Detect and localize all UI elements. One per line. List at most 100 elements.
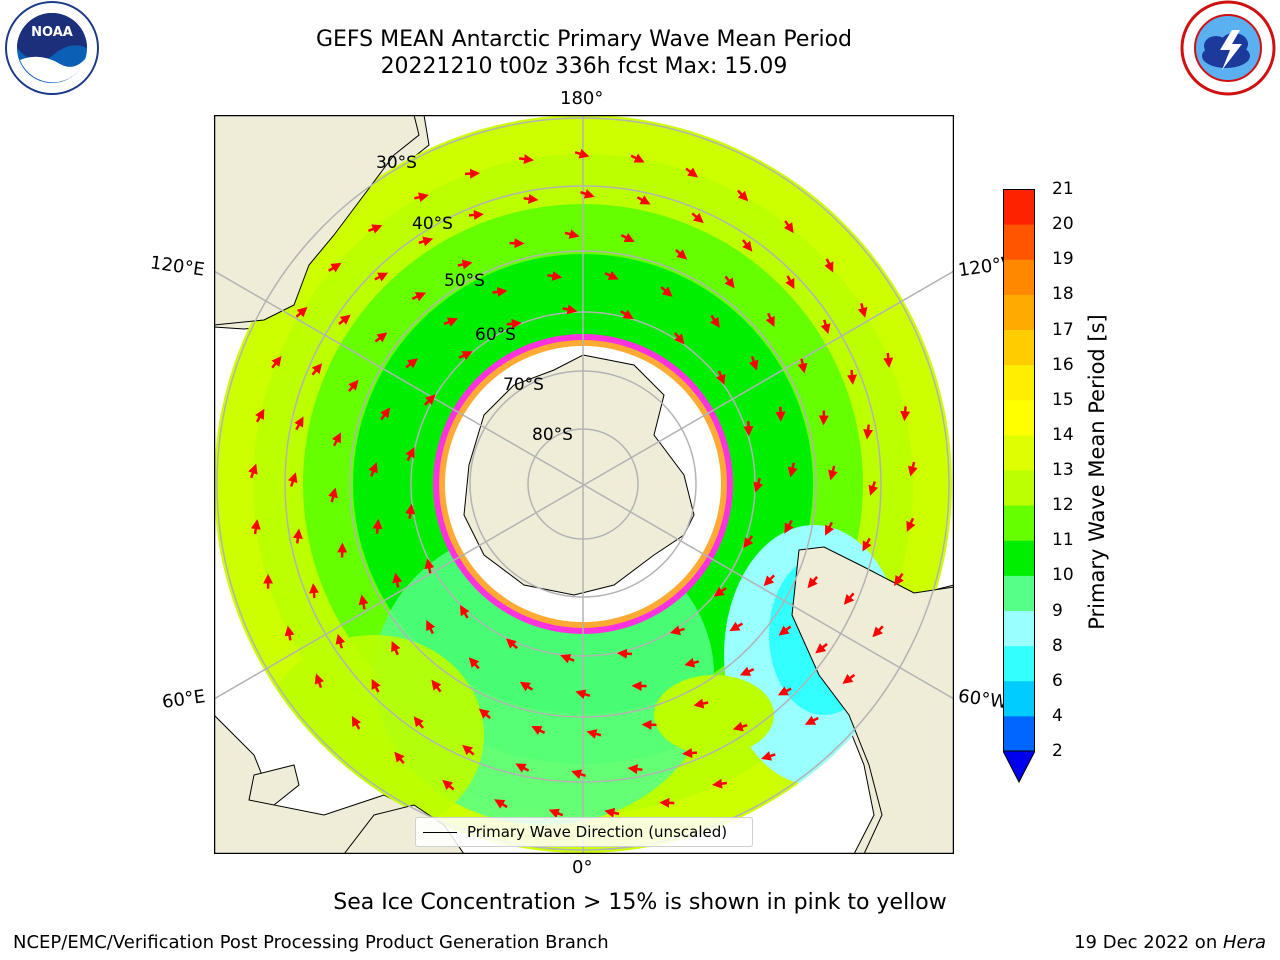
wave-arrow: [815, 643, 828, 654]
wave-arrow: [411, 292, 427, 302]
colorbar-segment: [1003, 189, 1035, 225]
wave-arrow: [518, 154, 534, 164]
lat-label-50: 50°S: [444, 271, 485, 291]
wave-arrow: [729, 621, 744, 632]
wave-arrow: [785, 275, 795, 290]
colorbar-tick-label: 21: [1052, 179, 1074, 199]
wave-arrow: [564, 229, 580, 239]
chart-subtitle: 20221210 t00z 336h fcst Max: 15.09: [380, 54, 788, 79]
wave-arrow: [457, 259, 473, 270]
wave-arrow: [691, 212, 704, 224]
wave-arrow: [784, 519, 794, 534]
wave-arrow: [872, 625, 884, 638]
noaa-logo-icon: NOAA: [5, 1, 99, 95]
wave-arrow: [630, 153, 645, 163]
colorbar-tick-label: 15: [1052, 389, 1074, 410]
wave-arrow: [778, 625, 792, 636]
wave-arrow: [586, 729, 602, 739]
wave-arrow: [462, 744, 475, 756]
lat-label-40: 40°S: [412, 214, 453, 234]
wave-arrow: [331, 432, 341, 447]
chart-title: GEFS MEAN Antarctic Primary Wave Mean Pe…: [315, 27, 853, 52]
wave-arrow: [347, 379, 359, 393]
lat-label-30: 30°S: [376, 153, 417, 173]
lon-label-180: 180°: [560, 88, 604, 109]
wave-arrow: [547, 271, 563, 281]
wave-arrow: [842, 673, 856, 684]
colorbar-tick-label: 12: [1052, 495, 1074, 516]
colorbar-tick-label: 11: [1052, 530, 1074, 551]
wave-arrow: [335, 633, 346, 649]
footer-credit: NCEP/EMC/Verification Post Processing Pr…: [13, 932, 609, 953]
colorbar-segment: [1003, 575, 1035, 611]
wave-arrow: [673, 332, 685, 345]
wave-arrow: [368, 462, 378, 477]
wave-arrow: [847, 369, 857, 385]
legend-label: Primary Wave Direction (unscaled): [467, 823, 728, 841]
wave-arrow: [763, 574, 775, 587]
colorbar-segment: [1003, 294, 1035, 330]
graticule: [214, 115, 954, 854]
lon-label-120e: 120°E: [148, 252, 206, 281]
wave-arrow: [868, 481, 879, 496]
map-legend: Primary Wave Direction (unscaled): [415, 817, 753, 847]
wave-arrow: [505, 638, 519, 650]
wave-arrow: [575, 689, 591, 700]
wave-direction-arrows: [248, 148, 918, 819]
wave-arrow: [748, 356, 759, 371]
wave-arrow: [761, 751, 776, 761]
colorbar-segment: [1003, 715, 1035, 752]
wave-arrow: [580, 188, 595, 199]
colorbar-segment: [1003, 470, 1035, 506]
wave-arrow: [494, 799, 508, 809]
wave-arrow: [900, 406, 911, 422]
wave-arrow: [424, 558, 435, 574]
footer-date-text: 19 Dec 2022 on: [1074, 932, 1223, 953]
wave-arrow: [372, 518, 383, 534]
wave-arrow: [843, 592, 855, 605]
wave-arrow: [716, 370, 726, 385]
wave-arrow: [374, 332, 388, 343]
wave-arrow: [314, 673, 325, 689]
colorbar-segment: [1003, 224, 1035, 260]
wave-arrow: [777, 686, 792, 696]
colorbar-segment: [1003, 434, 1035, 471]
wave-arrow: [894, 572, 904, 586]
wave-arrow: [620, 232, 635, 242]
colorbar-tick-label: 20: [1052, 214, 1074, 235]
colorbar-tick-label: 18: [1052, 284, 1074, 305]
wave-arrow: [753, 477, 764, 493]
wave-arrow: [358, 594, 369, 610]
lat-label-70: 70°S: [503, 375, 544, 395]
wave-arrow: [825, 521, 835, 536]
wave-arrow: [908, 461, 918, 477]
wave-arrow: [783, 220, 794, 234]
sea-ice-note: Sea Ice Concentration > 15% is shown in …: [333, 890, 947, 915]
wave-arrow: [857, 302, 868, 318]
colorbar-segment: [1003, 399, 1035, 436]
wave-arrow: [531, 726, 546, 736]
wave-arrow: [459, 605, 470, 619]
wave-arrow: [492, 286, 508, 297]
wave-arrow: [338, 314, 351, 325]
wave-arrow: [405, 447, 415, 462]
wave-arrow: [797, 358, 808, 374]
footer-date: 19 Dec 2022 on Hera: [1074, 932, 1266, 953]
wave-arrow: [255, 408, 265, 423]
colorbar-tick-label: 2: [1052, 741, 1063, 761]
wave-arrow: [571, 769, 586, 780]
wave-arrow: [883, 352, 894, 368]
lon-label-60w: 60°W: [956, 685, 1009, 714]
wave-arrow: [295, 306, 308, 318]
wave-arrow: [468, 657, 480, 670]
wave-arrow: [574, 148, 590, 159]
wave-arrow: [604, 270, 619, 280]
colorbar-label: Primary Wave Mean Period [s]: [1085, 314, 1109, 630]
colorbar-tick-label: 6: [1052, 670, 1063, 691]
wave-arrow: [828, 465, 838, 481]
wave-arrow: [294, 416, 304, 431]
wave-arrow: [684, 657, 700, 668]
wave-arrow: [418, 236, 434, 247]
colorbar-segment: [1003, 540, 1035, 576]
colorbar-tick-label: 9: [1052, 600, 1063, 621]
